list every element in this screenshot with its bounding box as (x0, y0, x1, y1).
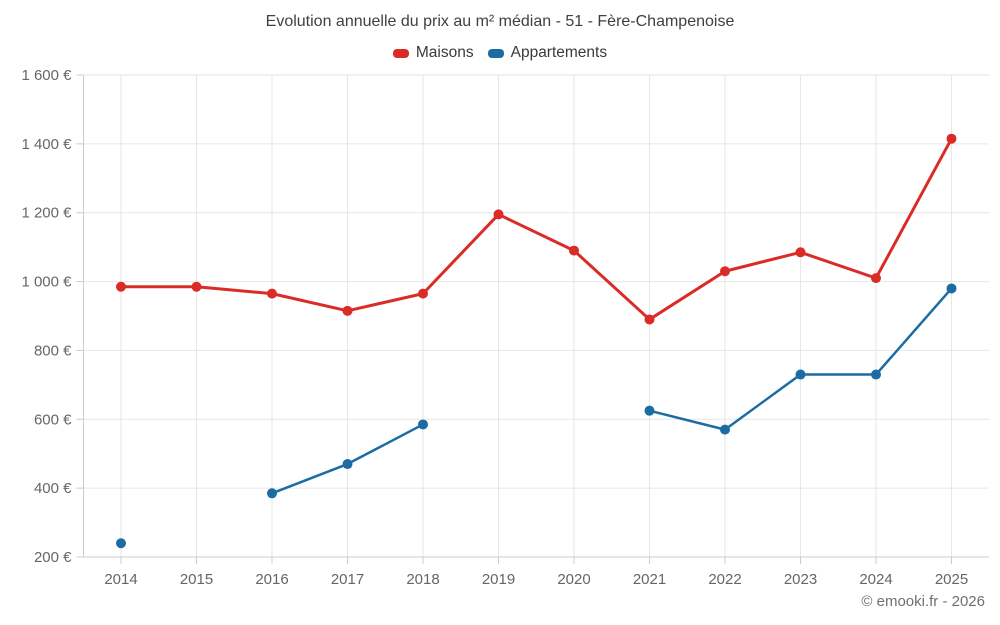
data-point-appartements-2014[interactable] (116, 538, 126, 549)
copyright-text: © emooki.fr - 2026 (861, 593, 985, 610)
series-appartements (116, 283, 957, 549)
data-point-maisons-2023[interactable] (795, 247, 806, 258)
x-tick-label: 2017 (331, 571, 364, 588)
x-tick-label: 2022 (708, 571, 741, 588)
data-point-appartements-2016[interactable] (267, 488, 277, 499)
y-tick-label: 1 600 € (21, 67, 72, 84)
y-tick-label: 800 € (34, 342, 72, 359)
data-point-appartements-2023[interactable] (795, 369, 806, 380)
chart-title: Evolution annuelle du prix au m² médian … (265, 13, 735, 30)
data-point-maisons-2015[interactable] (191, 281, 202, 292)
y-tick-label: 1 000 € (21, 274, 72, 291)
y-tick-label: 400 € (34, 480, 72, 497)
appartements-swatch-icon (487, 48, 504, 58)
legend-label-appartements: Appartements (510, 44, 608, 61)
legend: Maisons Appartements (0, 44, 1000, 62)
data-point-maisons-2024[interactable] (871, 273, 881, 284)
data-point-maisons-2014[interactable] (116, 281, 126, 292)
data-point-maisons-2016[interactable] (267, 288, 277, 299)
data-point-maisons-2019[interactable] (493, 209, 504, 220)
data-point-appartements-2022[interactable] (720, 424, 730, 435)
x-tick-label: 2016 (255, 571, 288, 588)
y-tick-label: 1 400 € (21, 136, 72, 153)
data-point-maisons-2022[interactable] (720, 266, 730, 277)
data-point-maisons-2021[interactable] (644, 314, 655, 325)
x-tick-label: 2014 (104, 571, 137, 588)
data-point-appartements-2021[interactable] (644, 405, 655, 416)
y-tick-label: 200 € (34, 549, 72, 566)
maisons-swatch-icon (392, 48, 409, 58)
legend-item-maisons[interactable]: Maisons (392, 44, 474, 62)
data-point-maisons-2017[interactable] (342, 305, 353, 316)
x-tick-label: 2018 (406, 571, 439, 588)
data-point-appartements-2025[interactable] (946, 283, 957, 294)
x-tick-label: 2025 (935, 571, 968, 588)
data-point-maisons-2025[interactable] (946, 133, 957, 144)
gridlines: 200 € 400 € 600 € 800 € 1 000 € 1 200 € 1 400 … (21, 67, 989, 588)
x-tick-label: 2015 (180, 571, 213, 588)
data-point-appartements-2018[interactable] (418, 419, 428, 430)
y-tick-label: 600 € (34, 411, 72, 428)
x-tick-label: 2023 (784, 571, 817, 588)
series-maisons (116, 133, 957, 325)
x-tick-label: 2021 (633, 571, 666, 588)
data-point-appartements-2024[interactable] (871, 369, 881, 380)
data-point-appartements-2017[interactable] (342, 459, 353, 470)
x-tick-label: 2024 (859, 571, 892, 588)
legend-label-maisons: Maisons (415, 44, 474, 61)
legend-item-appartements[interactable]: Appartements (487, 44, 608, 62)
x-tick-label: 2020 (557, 571, 590, 588)
y-tick-label: 1 200 € (21, 205, 72, 222)
series-maisons-line (119, 137, 953, 321)
data-point-maisons-2018[interactable] (418, 288, 428, 299)
x-tick-label: 2019 (482, 571, 515, 588)
data-point-maisons-2020[interactable] (569, 245, 579, 256)
